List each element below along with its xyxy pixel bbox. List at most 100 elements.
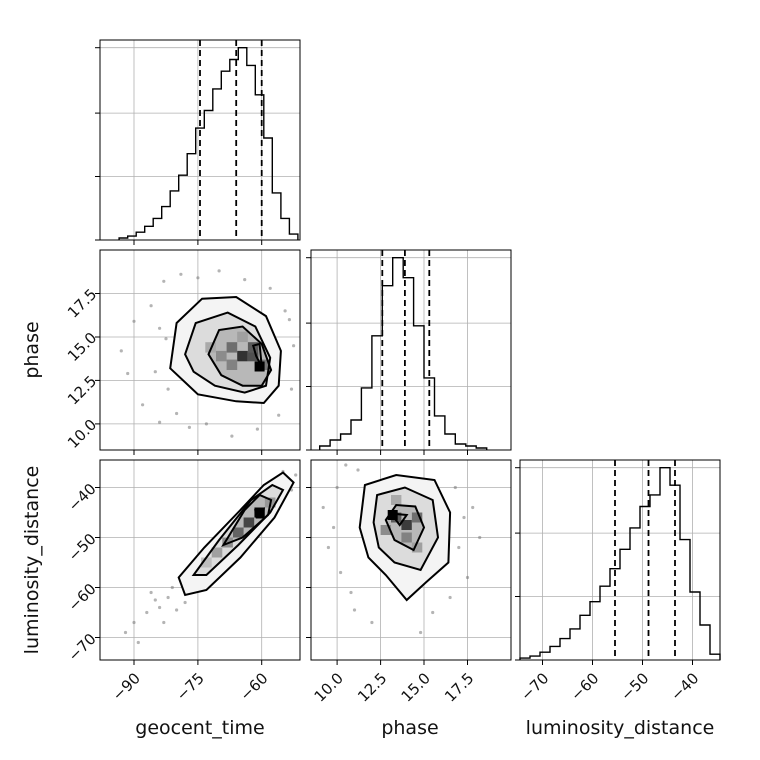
density-cell	[226, 342, 238, 353]
density-cell	[401, 532, 412, 543]
scatter-point	[289, 387, 294, 391]
scatter-point	[419, 630, 423, 635]
density-cell	[211, 547, 223, 558]
scatter-point	[196, 276, 200, 280]
scatter-point	[478, 535, 482, 540]
scatter-point	[457, 545, 461, 550]
density-cell	[226, 359, 238, 370]
scatter-point	[370, 620, 374, 625]
density-cell	[401, 520, 412, 530]
xtick-label-luminosity_distance: −40	[667, 669, 702, 704]
scatter-point	[339, 570, 343, 575]
ytick-label-phase: 17.5	[64, 285, 100, 321]
panel-frame	[99, 459, 301, 661]
xtick-label-phase: 17.5	[441, 669, 477, 705]
scatter-point	[183, 600, 187, 605]
scatter-point	[158, 420, 162, 424]
contour-line-1	[191, 483, 285, 576]
density-peak	[254, 361, 265, 372]
xtick-label-geocent_time: −60	[236, 669, 271, 704]
contour-line-0	[177, 471, 295, 597]
scatter-point	[162, 620, 166, 625]
panel-geocent_time-vs-phase	[99, 249, 301, 451]
scatter-point	[294, 473, 298, 477]
ylabel-luminosity_distance: luminosity_distance	[21, 466, 43, 655]
ytick-label-phase: 12.5	[64, 372, 100, 408]
ytick-label-luminosity_distance: −40	[65, 480, 100, 515]
scatter-point	[158, 605, 162, 610]
xtick-label-luminosity_distance: −60	[567, 669, 602, 704]
xtick-label-luminosity_distance: −50	[617, 669, 652, 704]
scatter-point	[268, 286, 272, 290]
scatter-point	[243, 278, 247, 282]
contour-line-2	[207, 325, 273, 387]
scatter-point	[321, 505, 325, 510]
xtick-label-phase: 10.0	[311, 669, 347, 705]
panel-phase-vs-luminosity_distance	[310, 459, 512, 661]
scatter-point	[332, 525, 336, 530]
contour-line-1	[372, 486, 440, 572]
density-cell	[380, 525, 391, 535]
density-cell	[391, 495, 402, 505]
scatter-point	[158, 326, 162, 330]
hist-step-luminosity_distance	[519, 467, 721, 660]
hist-panel-phase	[306, 249, 512, 451]
scatter-point	[175, 411, 179, 416]
scatter-point	[448, 595, 452, 600]
hist-panel-geocent_time	[95, 39, 301, 241]
xtick-label-geocent_time: −75	[173, 669, 208, 704]
scatter-point	[453, 485, 457, 490]
density-cell	[233, 527, 244, 538]
scatter-point	[153, 370, 157, 374]
density-cell	[216, 350, 227, 362]
hist-panel-luminosity_distance	[515, 459, 721, 661]
density-peak	[387, 510, 398, 520]
scatter-point	[119, 349, 123, 353]
scatter-point	[166, 387, 170, 391]
scatter-point	[465, 575, 470, 580]
scatter-point	[136, 640, 140, 645]
scatter-point	[349, 590, 353, 595]
scatter-point	[187, 425, 191, 429]
xlabel-geocent_time: geocent_time	[135, 717, 264, 739]
scatter-point	[204, 422, 208, 426]
xlabel-phase: phase	[381, 717, 438, 739]
panel-content	[100, 460, 300, 660]
ytick-label-luminosity_distance: −50	[65, 530, 100, 565]
density-cell	[237, 350, 248, 362]
hist-step-geocent_time	[118, 47, 299, 240]
scatter-point	[326, 545, 330, 550]
density-cell	[411, 512, 423, 523]
scatter-point	[255, 427, 259, 431]
panel-frame	[99, 249, 301, 451]
scatter-point	[164, 337, 168, 341]
scatter-point	[149, 304, 153, 308]
scatter-point	[230, 434, 234, 438]
scatter-point	[356, 468, 360, 472]
scatter-point	[123, 630, 128, 635]
scatter-point	[292, 344, 296, 348]
contour-line-2	[221, 493, 273, 548]
xtick-label-geocent_time: −90	[109, 669, 144, 704]
ytick-label-phase: 15.0	[64, 329, 100, 365]
scatter-point	[335, 485, 339, 490]
scatter-point	[126, 371, 130, 376]
panel-frame	[310, 459, 512, 661]
density-peak	[254, 507, 265, 518]
xtick-label-phase: 12.5	[354, 669, 390, 705]
scatter-point	[462, 515, 466, 520]
contour-line-2	[384, 503, 426, 552]
scatter-point	[352, 608, 357, 612]
scatter-point	[287, 318, 291, 322]
density-cell	[243, 517, 255, 528]
contour-line-0	[169, 295, 282, 405]
density-cell	[411, 542, 423, 553]
scatter-point	[175, 608, 179, 612]
panel-geocent_time-vs-luminosity_distance	[99, 459, 301, 661]
ylabel-phase: phase	[21, 321, 43, 378]
contour-line-0	[358, 473, 452, 602]
hist-frame	[99, 39, 301, 241]
scatter-point	[217, 269, 221, 273]
xlabel-luminosity_distance: luminosity_distance	[526, 717, 715, 739]
scatter-point	[170, 585, 174, 590]
